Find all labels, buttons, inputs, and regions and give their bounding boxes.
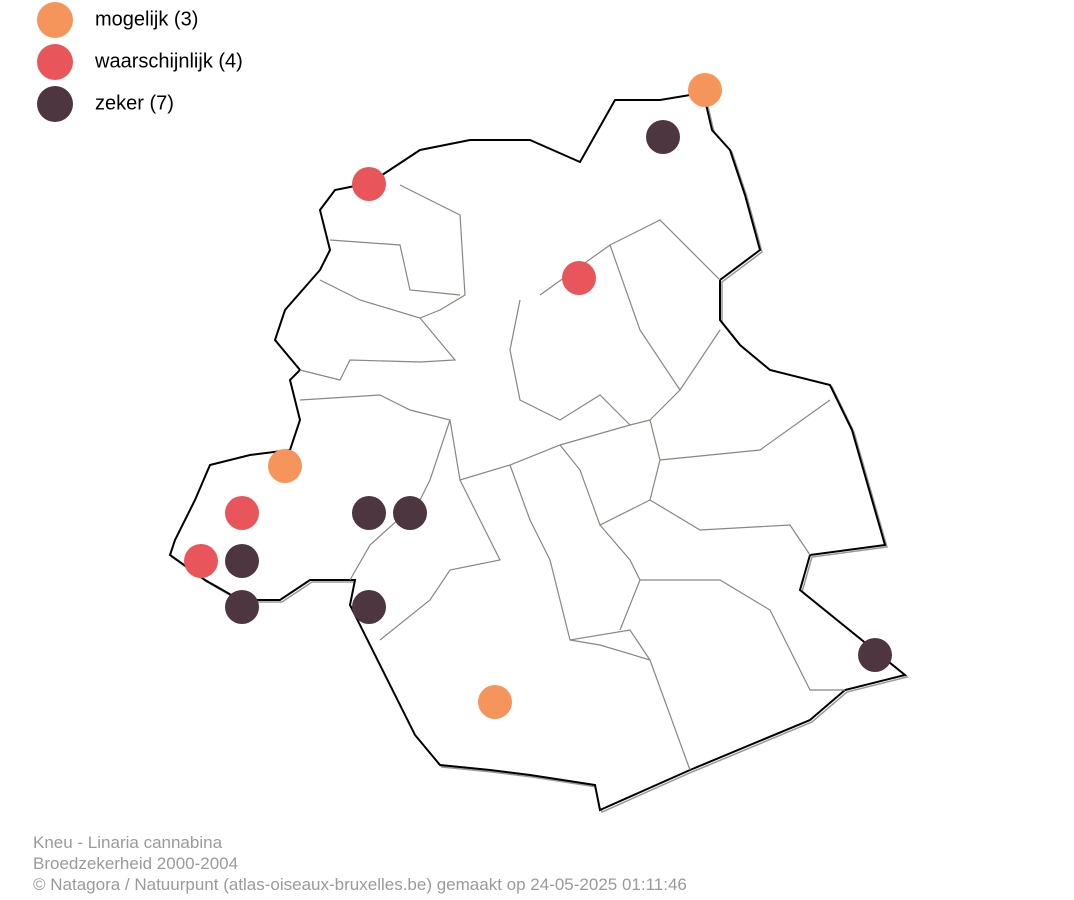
observation-dot	[184, 544, 218, 578]
observation-dot	[858, 638, 892, 672]
region-outline	[168, 93, 908, 812]
observation-dot	[225, 590, 259, 624]
legend-label: zeker (7)	[95, 92, 174, 114]
observation-dot	[225, 544, 259, 578]
observation-dot	[646, 120, 680, 154]
observation-dot	[352, 167, 386, 201]
observation-dot	[688, 73, 722, 107]
footer: Kneu - Linaria cannabina Broedzekerheid 2…	[33, 833, 687, 894]
observation-dot	[393, 496, 427, 530]
observation-dot	[225, 496, 259, 530]
observation-dot	[562, 261, 596, 295]
observation-dot	[478, 685, 512, 719]
legend: mogelijk (3) waarschijnlijk (4) zeker (7)	[37, 2, 243, 122]
observation-dot	[268, 449, 302, 483]
footer-line: © Natagora / Natuurpunt (atlas-oiseaux-b…	[33, 875, 687, 894]
legend-swatch	[37, 86, 73, 122]
observation-dot	[352, 496, 386, 530]
legend-label: mogelijk (3)	[95, 8, 198, 30]
footer-line: Kneu - Linaria cannabina	[33, 833, 223, 852]
legend-swatch	[37, 44, 73, 80]
observation-dot	[352, 590, 386, 624]
observations	[184, 73, 892, 719]
municipality-borders	[299, 184, 845, 771]
footer-line: Broedzekerheid 2000-2004	[33, 854, 238, 873]
legend-swatch	[37, 2, 73, 38]
legend-label: waarschijnlijk (4)	[94, 50, 243, 72]
